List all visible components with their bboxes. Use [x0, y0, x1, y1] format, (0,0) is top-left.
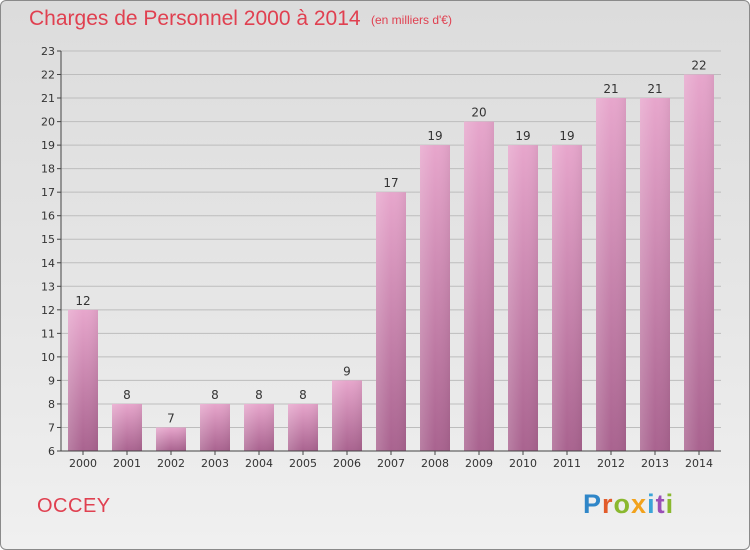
bar-shine [68, 309, 98, 451]
y-tick-label: 21 [41, 92, 55, 105]
bar-shine [596, 98, 626, 451]
data-label-2010: 19 [515, 129, 530, 143]
y-tick-label: 16 [41, 210, 55, 223]
x-tick-label-2001: 2001 [113, 457, 141, 470]
y-tick-label: 7 [48, 421, 55, 434]
data-label-2014: 22 [691, 59, 706, 73]
bar-shine [508, 145, 538, 451]
y-tick-label: 23 [41, 45, 55, 58]
y-tick-label: 15 [41, 233, 55, 246]
x-tick-label-2003: 2003 [201, 457, 229, 470]
bar-shine [156, 427, 186, 451]
x-tick-label-2009: 2009 [465, 457, 493, 470]
data-label-2012: 21 [603, 82, 618, 96]
bar-shine [420, 145, 450, 451]
y-tick-label: 9 [48, 374, 55, 387]
y-tick-label: 17 [41, 186, 55, 199]
bar-shine [640, 98, 670, 451]
x-tick-label-2012: 2012 [597, 457, 625, 470]
proxiti-logo[interactable]: Proxiti [583, 489, 675, 519]
bar-shine [112, 403, 142, 451]
bar-shine [376, 192, 406, 452]
x-tick-label-2011: 2011 [553, 457, 581, 470]
x-tick-label-2013: 2013 [641, 457, 669, 470]
data-label-2011: 19 [559, 129, 574, 143]
y-tick-label: 14 [41, 257, 55, 270]
y-tick-label: 11 [41, 327, 55, 340]
y-tick-label: 12 [41, 304, 55, 317]
data-label-2009: 20 [471, 106, 486, 120]
data-label-2004: 8 [255, 388, 263, 402]
x-tick-label-2006: 2006 [333, 457, 361, 470]
y-tick-label: 6 [48, 445, 55, 458]
data-label-2005: 8 [299, 388, 307, 402]
bar-shine [464, 121, 494, 452]
data-label-2008: 19 [427, 129, 442, 143]
y-tick-label: 10 [41, 351, 55, 364]
x-tick-label-2000: 2000 [69, 457, 97, 470]
y-tick-label: 22 [41, 69, 55, 82]
y-tick-label: 19 [41, 139, 55, 152]
y-tick-label: 20 [41, 116, 55, 129]
chart-subtitle: (en milliers d'€) [371, 13, 452, 27]
data-label-2006: 9 [343, 364, 351, 378]
data-label-2001: 8 [123, 388, 131, 402]
y-tick-label: 18 [41, 163, 55, 176]
bar-shine [332, 380, 362, 451]
data-label-2007: 17 [383, 176, 398, 190]
commune-name: OCCEY [37, 495, 111, 517]
data-label-2002: 7 [167, 411, 175, 425]
bar-shine [552, 145, 582, 451]
data-label-2013: 21 [647, 82, 662, 96]
x-tick-label-2008: 2008 [421, 457, 449, 470]
chart-title: Charges de Personnel 2000 à 2014 [29, 7, 361, 30]
y-tick-label: 13 [41, 280, 55, 293]
bar-shine [200, 403, 230, 451]
bar-shine [244, 403, 274, 451]
x-tick-label-2004: 2004 [245, 457, 273, 470]
x-tick-label-2005: 2005 [289, 457, 317, 470]
x-tick-label-2014: 2014 [685, 457, 713, 470]
y-tick-label: 8 [48, 398, 55, 411]
data-label-2003: 8 [211, 388, 219, 402]
x-tick-label-2007: 2007 [377, 457, 405, 470]
data-label-2000: 12 [75, 294, 90, 308]
x-tick-label-2010: 2010 [509, 457, 537, 470]
x-tick-label-2002: 2002 [157, 457, 185, 470]
bar-shine [684, 74, 714, 451]
bar-shine [288, 403, 318, 451]
